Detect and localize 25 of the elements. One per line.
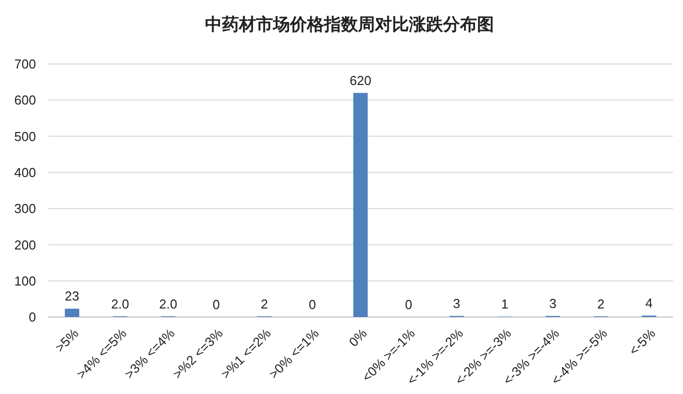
data-label: 3 (549, 296, 556, 311)
y-tick-label: 600 (14, 92, 36, 108)
data-label: 2.0 (159, 296, 178, 312)
bar (353, 92, 368, 317)
data-label: 2 (597, 296, 604, 312)
y-tick-label: 300 (14, 201, 36, 216)
data-label: 0 (212, 297, 220, 312)
bar (64, 308, 80, 317)
data-label: 2 (260, 296, 268, 312)
data-label: 620 (350, 72, 372, 88)
y-tick-label: 400 (14, 164, 36, 180)
y-tick-label: 500 (14, 128, 36, 144)
data-label: 23 (64, 288, 80, 304)
data-label: 4 (645, 296, 653, 311)
y-tick-label: 200 (14, 237, 36, 252)
data-label: 0 (404, 297, 412, 312)
y-tick-label: 700 (14, 56, 36, 72)
chart-title: 中药材市场价格指数周对比涨跌分布图 (205, 15, 494, 35)
data-label: 0 (308, 297, 316, 312)
x-tick-label: 0% (346, 325, 370, 350)
data-label: 1 (501, 296, 508, 312)
data-label: 3 (453, 296, 460, 311)
data-label: 2.0 (111, 296, 130, 312)
y-tick-label: 0 (28, 310, 36, 325)
y-tick-label: 100 (14, 273, 36, 288)
